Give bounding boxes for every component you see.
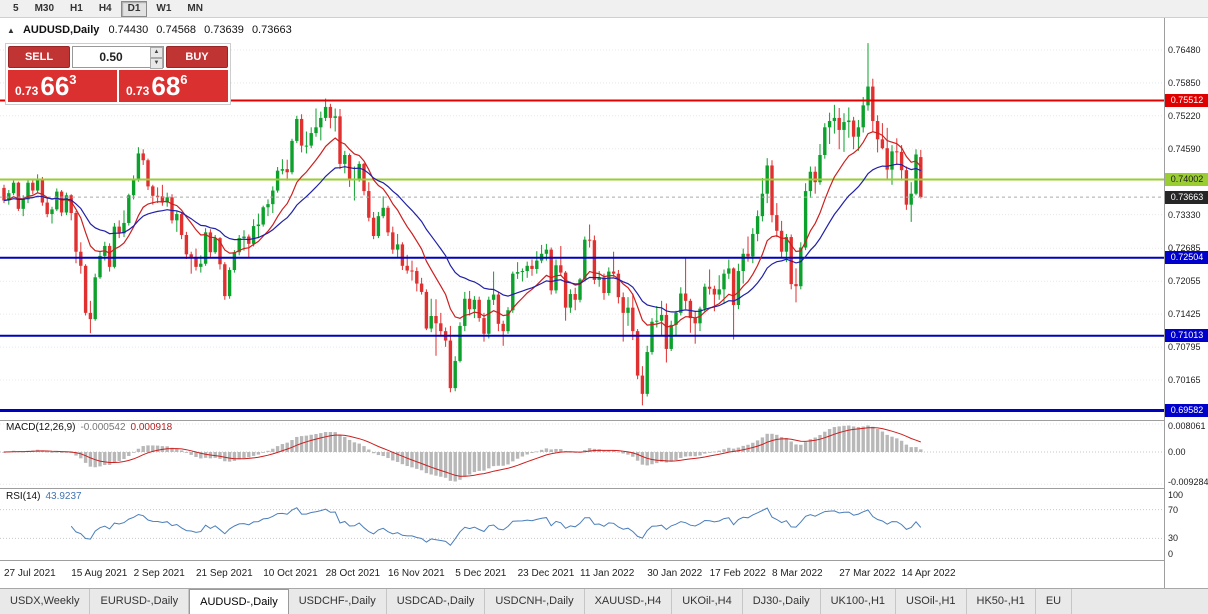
timeframe-button-d1[interactable]: D1 — [120, 0, 148, 17]
date-label: 28 Oct 2021 — [325, 568, 381, 579]
date-label: 2 Sep 2021 — [133, 568, 185, 579]
price-level-tag[interactable]: 0.69582 — [1165, 403, 1208, 417]
price-level-tag[interactable]: 0.75512 — [1165, 94, 1208, 108]
price-axis-label: 0.71425 — [1168, 309, 1201, 320]
chart-tab-dj30-daily[interactable]: DJ30-,Daily — [743, 589, 821, 614]
macd-axis-label: 0.008061 — [1168, 421, 1206, 431]
date-label: 16 Nov 2021 — [388, 568, 445, 579]
ohlc-info: ▲ AUDUSD,Daily 0.74430 0.74568 0.73639 0… — [7, 24, 297, 36]
date-label: 14 Apr 2022 — [901, 568, 956, 579]
price-level-tag[interactable]: 0.72504 — [1165, 251, 1208, 265]
date-axis[interactable]: 27 Jul 2021 15 Aug 2021 2 Sep 2021 21 Sep 2… — [0, 561, 1164, 588]
price-axis-label: 0.75220 — [1168, 110, 1201, 121]
ohlc-close: 0.73663 — [251, 24, 292, 36]
chart-tab-eu[interactable]: EU — [1036, 589, 1073, 614]
date-label: 15 Aug 2021 — [71, 568, 128, 579]
chart-tab-bar: USDX,Weekly EURUSD-,Daily AUDUSD-,Daily USD… — [0, 588, 1208, 614]
chart-tab-ukoil-h4[interactable]: UKOil-,H4 — [672, 589, 743, 614]
rsi-panel-separator[interactable] — [0, 488, 1208, 489]
buy-price-pipette: 6 — [180, 72, 188, 87]
buy-button[interactable]: BUY — [166, 46, 228, 68]
chart-tab-usdcad-daily[interactable]: USDCAD-,Daily — [387, 589, 486, 614]
grid-layer — [0, 49, 1164, 539]
timeframe-toolbar: 5 M30 H1 H4 D1 W1 MN — [0, 0, 1208, 18]
date-axis-separator — [0, 560, 1208, 561]
lot-increase-button[interactable]: ▲ — [150, 47, 163, 58]
price-axis-label: 0.70795 — [1168, 342, 1201, 353]
buy-price-panel[interactable]: 0.73 68 6 — [119, 70, 228, 102]
ohlc-low: 0.73639 — [204, 24, 244, 36]
chart-tab-xauusd-h4[interactable]: XAUUSD-,H4 — [585, 589, 673, 614]
chart-tab-hk50-h1[interactable]: HK50-,H1 — [967, 589, 1036, 614]
price-axis-label: 0.73330 — [1168, 209, 1201, 220]
one-click-panel-toggle-icon[interactable]: ▲ — [7, 26, 15, 35]
date-label: 10 Oct 2021 — [263, 568, 318, 579]
date-label: 27 Mar 2022 — [839, 568, 896, 579]
rsi-axis-label: 0 — [1168, 549, 1174, 559]
one-click-trading-panel: SELL ▲ ▼ BUY 0.73 66 3 0.73 68 6 — [5, 43, 231, 105]
date-label: 30 Jan 2022 — [647, 568, 703, 579]
rsi-indicator-label: RSI(14) 43.9237 — [6, 491, 82, 502]
sell-price-prefix: 0.73 — [15, 84, 39, 98]
chart-tab-usoil-h1[interactable]: USOil-,H1 — [896, 589, 967, 614]
macd-indicator-label: MACD(12,26,9) -0.000542 0.000918 — [6, 422, 173, 433]
ohlc-open: 0.74430 — [108, 24, 149, 36]
price-level-tag[interactable]: 0.73663 — [1165, 190, 1208, 204]
timeframe-button-h1[interactable]: H1 — [70, 2, 83, 14]
chart-tab-audusd-daily[interactable]: AUDUSD-,Daily — [189, 589, 289, 614]
chart-symbol-label: AUDUSD,Daily — [22, 24, 100, 36]
level-lines-layer[interactable] — [0, 99, 1164, 412]
chart-tab-usdx-weekly[interactable]: USDX,Weekly — [0, 589, 91, 614]
date-label: 11 Jan 2022 — [580, 568, 635, 579]
chart-tab-uk100-h1[interactable]: UK100-,H1 — [821, 589, 897, 614]
price-level-tag[interactable]: 0.74002 — [1165, 172, 1208, 186]
rsi-axis-label: 30 — [1168, 533, 1179, 544]
chart-tab-usdchf-daily[interactable]: USDCHF-,Daily — [289, 589, 387, 614]
date-label: 8 Mar 2022 — [772, 568, 823, 579]
price-axis-label: 0.74590 — [1168, 143, 1201, 154]
chart-tab-usdcnh-daily[interactable]: USDCNH-,Daily — [485, 589, 585, 614]
chart-area: ▲ AUDUSD,Daily 0.74430 0.74568 0.73639 0… — [0, 18, 1208, 588]
timeframe-button-w1[interactable]: W1 — [156, 2, 172, 14]
price-axis[interactable]: 0.76480 0.75850 0.75220 0.74590 0.73330 0.726… — [1164, 18, 1208, 588]
rsi-axis-label: 70 — [1168, 504, 1179, 515]
date-label: 27 Jul 2021 — [4, 568, 56, 579]
timeframe-button-5[interactable]: 5 — [13, 2, 19, 14]
date-label: 17 Feb 2022 — [709, 568, 766, 579]
date-label: 21 Sep 2021 — [196, 568, 253, 579]
rsi-axis-label: 100 — [1168, 490, 1184, 500]
price-axis-label: 0.76480 — [1168, 44, 1201, 55]
macd-layer — [2, 425, 923, 482]
moving-averages-layer — [3, 131, 922, 328]
price-axis-label: 0.72685 — [1168, 243, 1201, 254]
macd-axis-label: -0.009284 — [1168, 477, 1208, 487]
sell-price-big: 66 — [40, 71, 70, 101]
sell-price-panel[interactable]: 0.73 66 3 — [8, 70, 117, 102]
lot-size-field: ▲ ▼ — [72, 46, 164, 69]
date-label: 23 Dec 2021 — [517, 568, 575, 579]
macd-axis-label: 0.00 — [1168, 447, 1186, 457]
price-level-tag[interactable]: 0.71013 — [1165, 329, 1208, 343]
macd-panel-separator[interactable] — [0, 420, 1208, 421]
rsi-layer — [70, 507, 922, 547]
price-axis-label: 0.70165 — [1168, 375, 1201, 386]
sell-price-pipette: 3 — [69, 72, 77, 87]
price-axis-label: 0.72055 — [1168, 276, 1201, 287]
timeframe-button-m30[interactable]: M30 — [34, 2, 55, 14]
buy-price-prefix: 0.73 — [126, 84, 150, 98]
sell-button[interactable]: SELL — [8, 46, 70, 68]
lot-decrease-button[interactable]: ▼ — [150, 58, 163, 69]
date-label: 5 Dec 2021 — [455, 568, 507, 579]
price-axis-label: 0.75850 — [1168, 77, 1201, 88]
chart-tab-eurusd-daily[interactable]: EURUSD-,Daily — [90, 589, 190, 614]
lot-size-input[interactable] — [72, 46, 164, 68]
buy-price-big: 68 — [151, 71, 181, 101]
timeframe-button-mn[interactable]: MN — [187, 2, 203, 14]
candles-layer — [2, 43, 923, 406]
timeframe-button-h4[interactable]: H4 — [98, 2, 112, 14]
ohlc-high: 0.74568 — [156, 24, 197, 36]
chart-canvas[interactable] — [0, 18, 1164, 588]
